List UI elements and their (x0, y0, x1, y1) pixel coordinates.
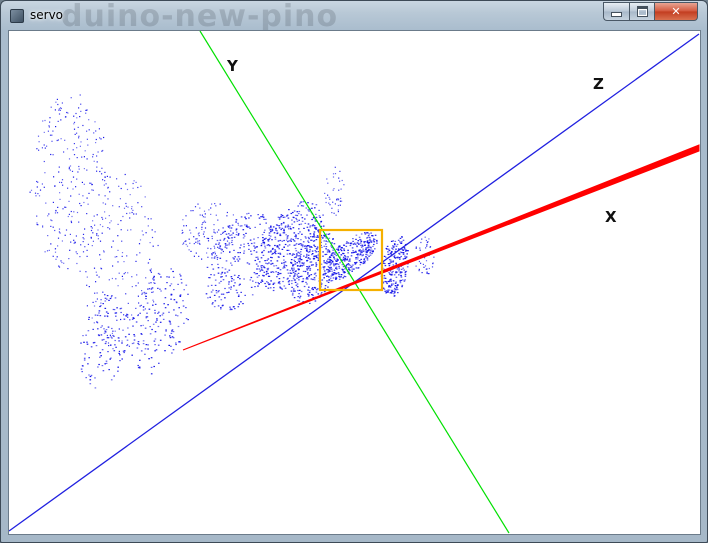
background-window-title: duino-new-pino (61, 0, 339, 34)
maximize-icon (636, 6, 648, 17)
minimize-button[interactable] (603, 2, 629, 21)
minimize-icon (611, 12, 622, 17)
window-controls: ✕ (603, 2, 698, 21)
selection-box[interactable] (318, 228, 384, 292)
app-icon[interactable] (10, 9, 24, 23)
x-axis-line (182, 144, 700, 351)
window-title: servo (30, 8, 64, 22)
point-cloud (29, 94, 435, 389)
x-axis-label: X (605, 208, 617, 226)
title-bar[interactable]: duino-new-pino servo ✕ (1, 0, 707, 34)
y-axis-label: Y (226, 57, 239, 75)
close-button[interactable]: ✕ (655, 2, 698, 21)
maximize-button[interactable] (629, 2, 655, 21)
close-icon: ✕ (671, 5, 681, 18)
z-axis-label: Z (593, 75, 604, 93)
point-cloud-scene[interactable]: Y Z X (9, 31, 700, 534)
render-canvas[interactable]: Y Z X (8, 30, 701, 535)
